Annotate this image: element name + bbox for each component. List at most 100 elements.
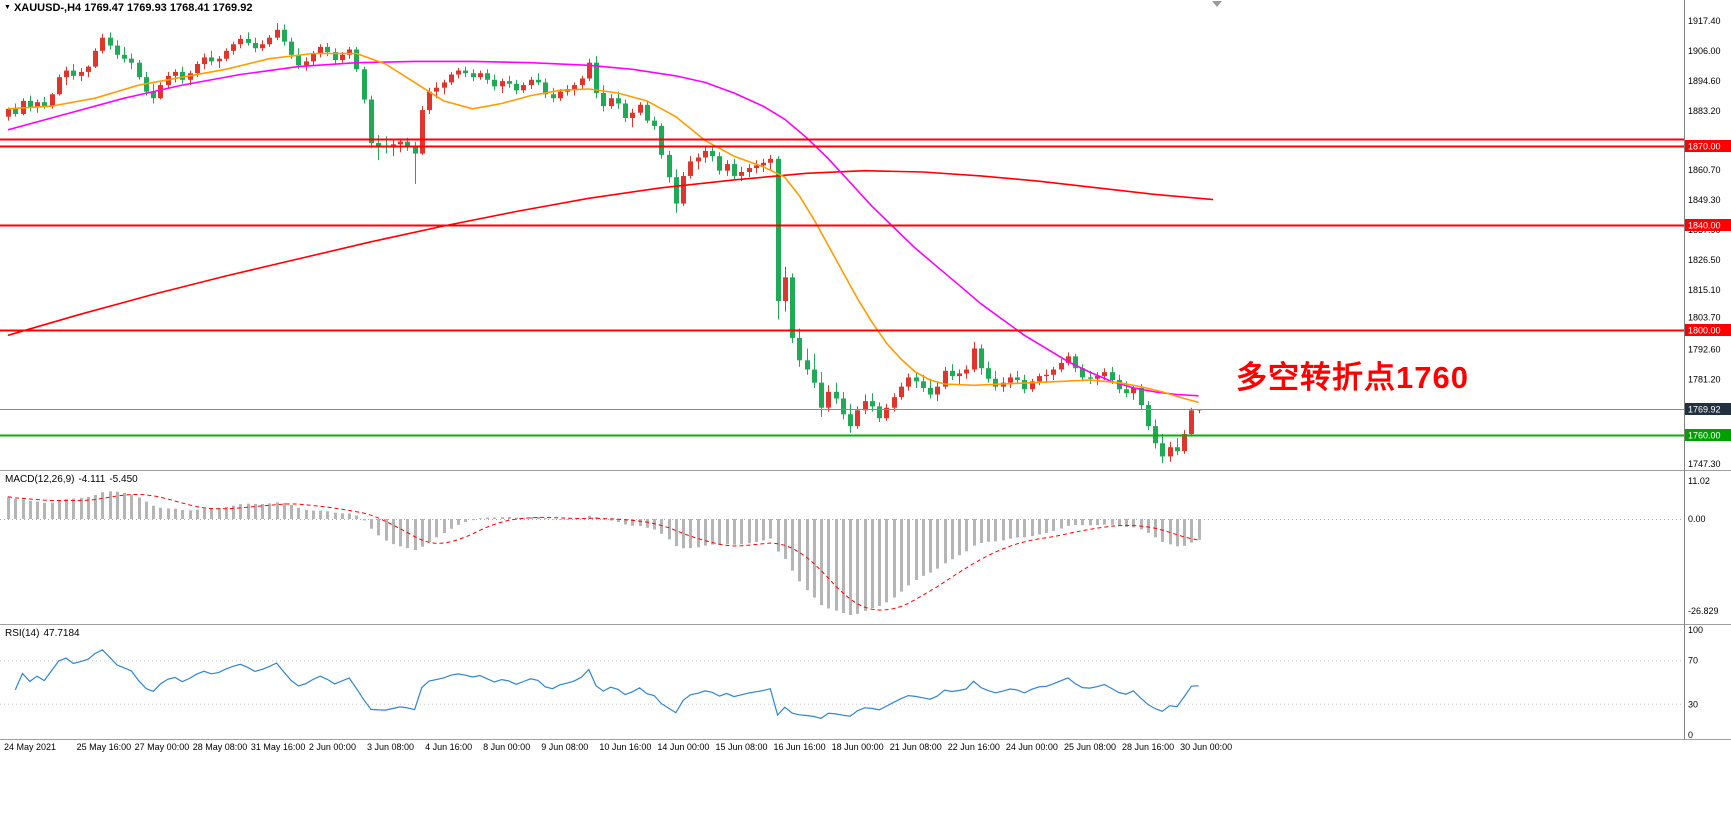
candle-body: [449, 74, 454, 83]
candle-body: [253, 42, 258, 49]
candle-body: [986, 368, 991, 379]
candle-body: [768, 158, 773, 163]
time-label: 28 May 08:00: [192, 742, 248, 752]
time-label: 21 Jun 08:00: [889, 742, 942, 752]
candle-body: [122, 54, 127, 59]
candle-body: [761, 162, 766, 166]
candle-body: [28, 100, 33, 108]
time-label: 30 Jun 00:00: [1180, 742, 1233, 752]
candle-body: [369, 99, 374, 144]
candle-body: [536, 79, 541, 83]
price-tick-label: 1747.30: [1688, 459, 1721, 469]
candle-body: [688, 161, 693, 176]
candle-body: [100, 37, 105, 51]
chart-shift-marker[interactable]: [1212, 1, 1222, 7]
current-price-line-badge-label: 1769.92: [1688, 405, 1721, 415]
candle-body: [1102, 372, 1107, 377]
candle-body: [957, 373, 962, 377]
rsi-axis-label: 30: [1688, 699, 1698, 709]
fast-ma-line: [7, 52, 1199, 404]
time-label: 4 Jun 16:00: [425, 742, 473, 752]
candle-body: [1015, 377, 1020, 381]
candle-body: [217, 58, 222, 62]
support-line-1760-badge: [1685, 429, 1731, 441]
time-label: 9 Jun 08:00: [541, 742, 589, 752]
candle-body: [1044, 374, 1049, 377]
candle-body: [638, 104, 643, 113]
macd-name: MACD(12,26,9): [5, 474, 75, 485]
candle-body: [1131, 387, 1136, 394]
rsi-axis-label: 70: [1688, 656, 1698, 666]
price-tick-label: 1894.60: [1688, 76, 1721, 86]
candle-body: [667, 154, 672, 178]
candle-body: [558, 91, 563, 99]
candle-body: [572, 85, 577, 90]
candle-body: [304, 61, 309, 66]
macd-value-main: -4.111: [78, 474, 106, 485]
candle-body: [594, 62, 599, 93]
candle-body: [347, 49, 352, 55]
candle-body: [289, 41, 294, 55]
slow-ma-line: [7, 169, 1214, 337]
candle-body: [972, 348, 977, 370]
candle-body: [296, 54, 301, 66]
time-axis[interactable]: 24 May 2021 25 May 16:00 27 May 00:00 28 Ma…: [0, 742, 1731, 758]
candle-body: [158, 85, 163, 99]
candle-body: [914, 377, 919, 382]
candle-body: [1095, 376, 1100, 379]
candle-body: [964, 369, 969, 374]
candle-body: [267, 37, 272, 45]
candle-body: [79, 71, 84, 76]
candle-body: [717, 156, 722, 171]
candle-body: [405, 141, 410, 146]
time-label: 22 Jun 16:00: [947, 742, 1000, 752]
candle-body: [1088, 377, 1093, 379]
time-label: 31 May 16:00: [250, 742, 306, 752]
candle-body: [834, 391, 839, 399]
rsi-axis-label: 100: [1688, 625, 1703, 635]
candle-body: [492, 79, 497, 87]
candle-body: [427, 91, 432, 111]
candle-body: [514, 83, 519, 91]
candle-body: [848, 414, 853, 427]
time-label: 8 Jun 00:00: [483, 742, 531, 752]
macd-indicator-label: MACD(12,26,9) -4.111 -5.450: [5, 474, 142, 485]
chart-dropdown-icon[interactable]: ▼: [4, 4, 11, 11]
candle-body: [50, 94, 55, 107]
time-label: 15 Jun 08:00: [715, 742, 768, 752]
time-label: 10 Jun 16:00: [599, 742, 652, 752]
candle-body: [463, 70, 468, 74]
medium-ma-line: [7, 60, 1199, 397]
candle-body: [1073, 356, 1078, 369]
rsi-name: RSI(14): [5, 628, 40, 639]
candle-body: [180, 71, 185, 80]
rsi-panel[interactable]: 100 70 30 0: [0, 624, 1731, 740]
candle-body: [1110, 372, 1115, 381]
candle-body: [333, 52, 338, 61]
candle-body: [195, 63, 200, 74]
candle-body: [863, 401, 868, 411]
candle-body: [311, 53, 316, 62]
candle-body: [630, 112, 635, 118]
candle-body: [993, 378, 998, 387]
chart-title: ▼ XAUUSD-,H4 1769.47 1769.93 1768.41 1769…: [4, 2, 252, 14]
candle-body: [485, 73, 490, 80]
candle-body: [398, 141, 403, 145]
candle-body: [826, 391, 831, 408]
macd-panel[interactable]: 11.02 0.00 -26.829: [0, 470, 1731, 624]
candle-body: [739, 171, 744, 176]
price-tick-label: 1906.00: [1688, 46, 1721, 56]
macd-axis-label: -26.829: [1688, 606, 1719, 616]
candle-body: [1139, 387, 1144, 406]
candle-body: [841, 398, 846, 415]
candle-body: [1168, 447, 1173, 457]
candle-body: [1066, 356, 1071, 363]
candle-body: [434, 87, 439, 92]
support-line-1760-badge-label: 1760.00: [1688, 431, 1721, 441]
candle-body: [71, 70, 76, 76]
price-chart-panel[interactable]: 1917.40 1906.00 1894.60 1883.20 1860.70 1849.…: [0, 0, 1731, 470]
chart-title-text: XAUUSD-,H4 1769.47 1769.93 1768.41 1769.…: [13, 2, 253, 14]
resistance-line-1840-badge: [1685, 219, 1731, 231]
candle-body: [935, 386, 940, 395]
candle-body: [260, 44, 265, 49]
